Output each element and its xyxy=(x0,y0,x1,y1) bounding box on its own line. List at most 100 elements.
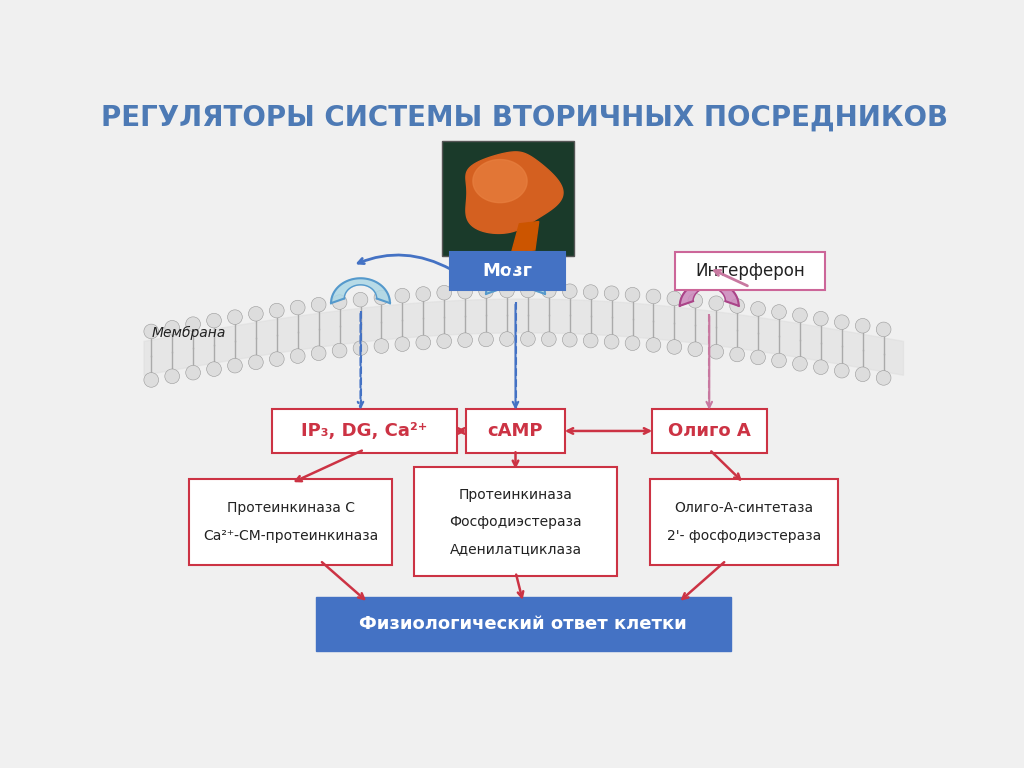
Circle shape xyxy=(437,334,452,349)
Circle shape xyxy=(730,299,744,313)
Circle shape xyxy=(374,339,389,353)
Circle shape xyxy=(165,320,179,335)
Text: Протеинкиназа С: Протеинкиназа С xyxy=(226,501,354,515)
Polygon shape xyxy=(512,221,539,253)
Text: Физиологический ответ клетки: Физиологический ответ клетки xyxy=(359,615,687,633)
Bar xyxy=(442,141,573,257)
Circle shape xyxy=(165,369,179,383)
Circle shape xyxy=(291,300,305,315)
Circle shape xyxy=(311,346,326,360)
Circle shape xyxy=(835,363,849,378)
FancyBboxPatch shape xyxy=(189,478,392,565)
Circle shape xyxy=(416,335,431,350)
Text: Олиго А: Олиго А xyxy=(668,422,751,440)
Circle shape xyxy=(667,291,682,306)
Circle shape xyxy=(626,287,640,302)
Circle shape xyxy=(709,344,724,359)
Text: Мембрана: Мембрана xyxy=(152,326,225,340)
FancyBboxPatch shape xyxy=(652,409,767,452)
Text: РЕГУЛЯТОРЫ СИСТЕМЫ ВТОРИЧНЫХ ПОСРЕДНИКОВ: РЕГУЛЯТОРЫ СИСТЕМЫ ВТОРИЧНЫХ ПОСРЕДНИКОВ xyxy=(101,104,948,131)
Polygon shape xyxy=(466,152,563,233)
Circle shape xyxy=(332,295,347,310)
Circle shape xyxy=(207,362,221,376)
Text: Мозг: Мозг xyxy=(482,262,532,280)
Circle shape xyxy=(855,319,870,333)
Circle shape xyxy=(269,352,285,366)
FancyBboxPatch shape xyxy=(315,597,731,651)
FancyBboxPatch shape xyxy=(414,467,617,577)
Text: IP₃, DG, Ca²⁺: IP₃, DG, Ca²⁺ xyxy=(301,422,428,440)
Circle shape xyxy=(626,336,640,350)
Circle shape xyxy=(562,333,578,347)
Circle shape xyxy=(877,371,891,386)
Circle shape xyxy=(604,286,618,300)
Circle shape xyxy=(311,297,326,312)
Circle shape xyxy=(374,290,389,305)
Circle shape xyxy=(772,305,786,319)
Circle shape xyxy=(395,288,410,303)
Text: Олиго-А-синтетаза: Олиго-А-синтетаза xyxy=(675,501,814,515)
Circle shape xyxy=(877,322,891,336)
Circle shape xyxy=(584,285,598,300)
Circle shape xyxy=(562,284,578,299)
Circle shape xyxy=(353,293,368,307)
Circle shape xyxy=(249,355,263,369)
Text: cAMP: cAMP xyxy=(487,422,544,440)
Circle shape xyxy=(500,332,514,346)
Circle shape xyxy=(249,306,263,321)
Polygon shape xyxy=(486,269,545,294)
Circle shape xyxy=(395,337,410,352)
Circle shape xyxy=(646,289,660,304)
Text: Ca²⁺-СМ-протеинкиназа: Ca²⁺-СМ-протеинкиназа xyxy=(203,528,379,543)
Circle shape xyxy=(604,334,618,349)
Circle shape xyxy=(332,343,347,358)
Circle shape xyxy=(646,338,660,353)
Circle shape xyxy=(520,332,536,346)
Circle shape xyxy=(227,359,243,373)
Circle shape xyxy=(478,283,494,298)
Circle shape xyxy=(144,324,159,339)
Circle shape xyxy=(730,347,744,362)
FancyBboxPatch shape xyxy=(451,252,565,290)
Circle shape xyxy=(416,286,431,301)
Circle shape xyxy=(185,317,201,332)
Polygon shape xyxy=(331,278,390,303)
Circle shape xyxy=(793,308,807,323)
Circle shape xyxy=(667,339,682,354)
Circle shape xyxy=(772,353,786,368)
Circle shape xyxy=(520,283,536,298)
Circle shape xyxy=(793,356,807,371)
Circle shape xyxy=(207,313,221,328)
Circle shape xyxy=(751,302,765,316)
Circle shape xyxy=(688,342,702,356)
Circle shape xyxy=(437,286,452,300)
Circle shape xyxy=(813,360,828,375)
FancyBboxPatch shape xyxy=(466,409,565,452)
FancyBboxPatch shape xyxy=(272,409,457,452)
Circle shape xyxy=(478,332,494,347)
Circle shape xyxy=(227,310,243,324)
Circle shape xyxy=(751,350,765,365)
Circle shape xyxy=(709,296,724,310)
Circle shape xyxy=(813,311,828,326)
Polygon shape xyxy=(680,281,738,306)
Text: Интерферон: Интерферон xyxy=(695,262,805,280)
Text: Фосфодиэстераза: Фосфодиэстераза xyxy=(450,515,582,529)
Circle shape xyxy=(458,284,472,299)
Circle shape xyxy=(185,366,201,380)
Text: 2'- фосфодиэстераза: 2'- фосфодиэстераза xyxy=(667,528,821,543)
Circle shape xyxy=(500,283,514,298)
Circle shape xyxy=(291,349,305,363)
Polygon shape xyxy=(473,160,527,203)
FancyBboxPatch shape xyxy=(442,141,573,257)
Circle shape xyxy=(458,333,472,347)
Circle shape xyxy=(688,293,702,308)
Circle shape xyxy=(584,333,598,348)
Circle shape xyxy=(353,341,368,356)
Circle shape xyxy=(542,283,556,298)
Circle shape xyxy=(835,315,849,329)
FancyBboxPatch shape xyxy=(650,478,838,565)
Circle shape xyxy=(144,372,159,387)
Circle shape xyxy=(542,332,556,346)
Circle shape xyxy=(269,303,285,318)
